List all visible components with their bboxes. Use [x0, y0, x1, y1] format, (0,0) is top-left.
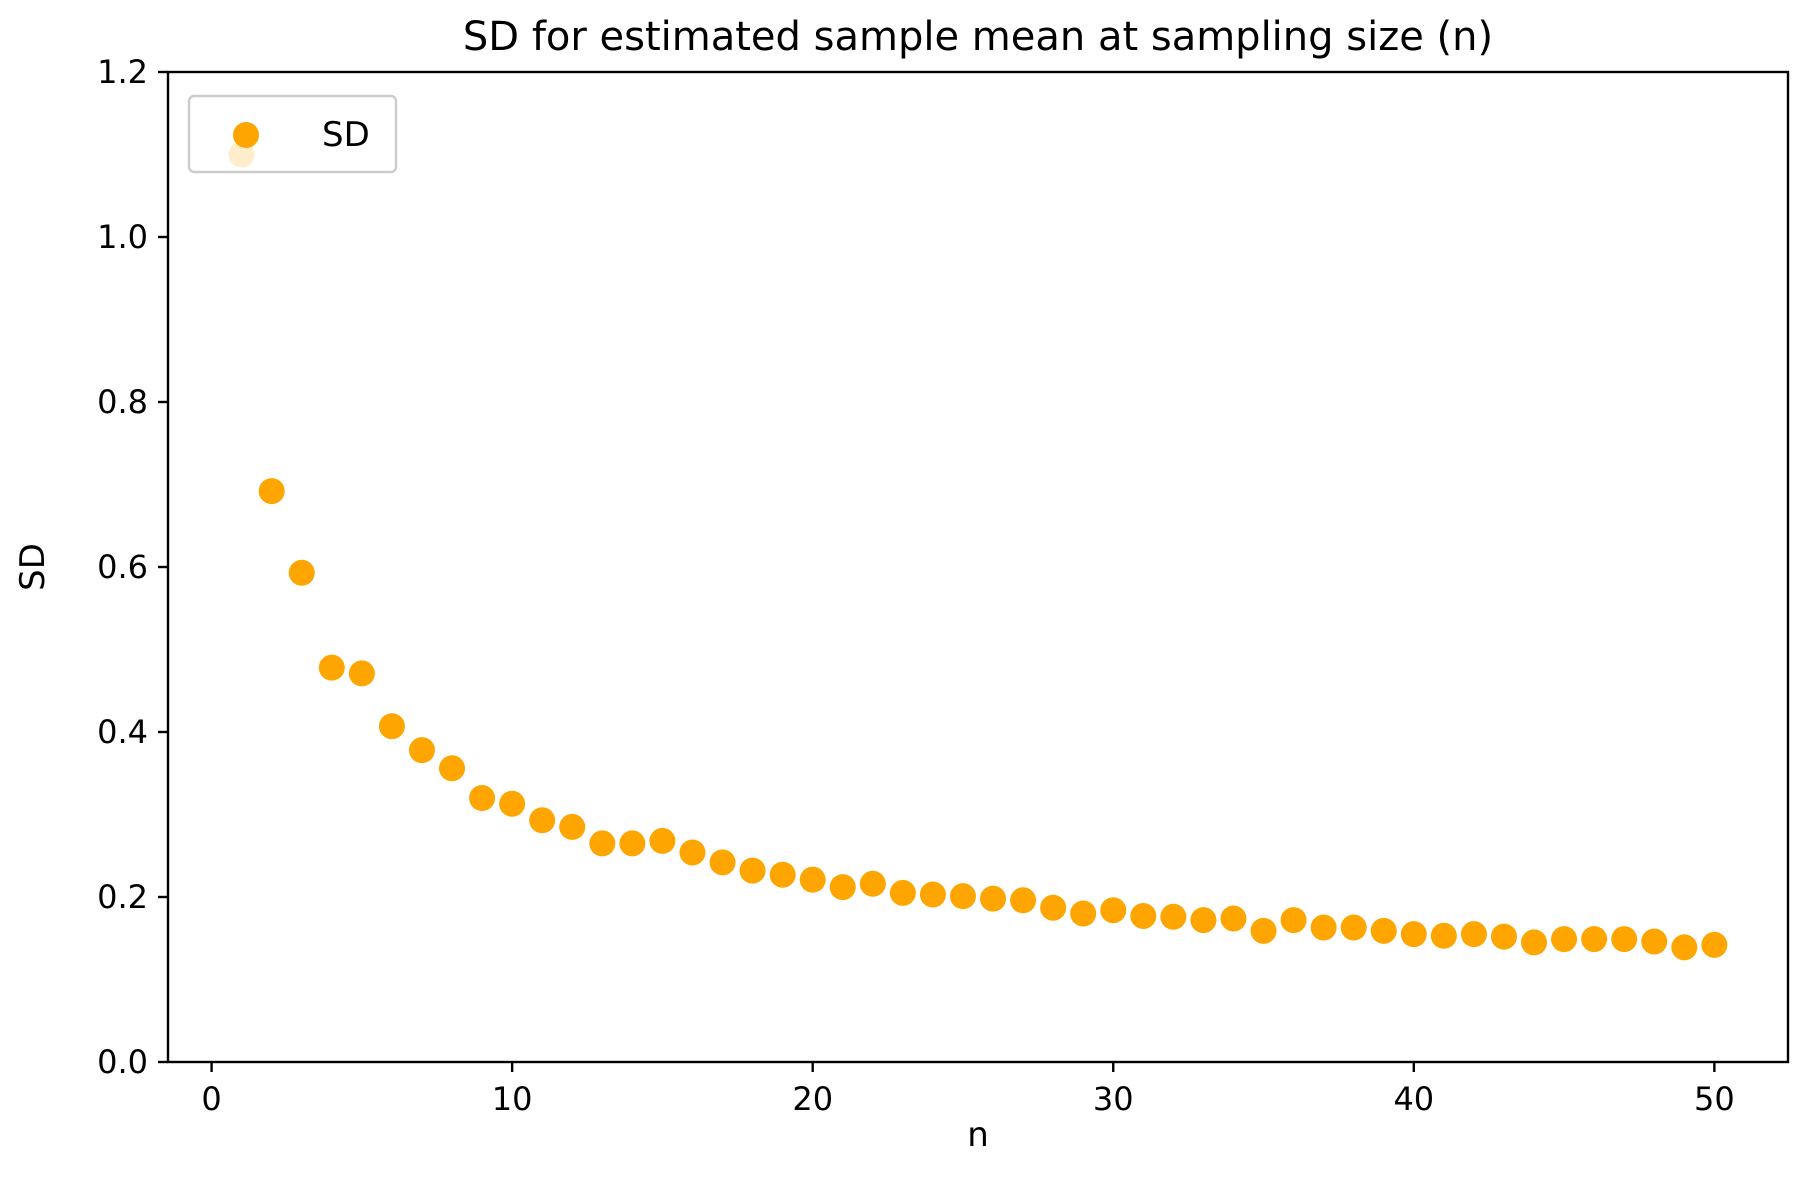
- legend-frame: [187, 94, 398, 174]
- y-tick-label-0.4: 0.4: [97, 713, 148, 751]
- data-point-13: [589, 830, 616, 857]
- data-point-2: [258, 478, 285, 505]
- data-point-44: [1521, 929, 1548, 956]
- data-point-18: [739, 857, 766, 884]
- data-point-12: [559, 813, 586, 840]
- data-point-35: [1250, 917, 1277, 944]
- data-point-40: [1400, 921, 1427, 948]
- data-point-46: [1581, 926, 1608, 953]
- data-point-19: [769, 861, 796, 888]
- data-point-7: [408, 737, 435, 764]
- x-tick-label-0: 0: [201, 1080, 221, 1118]
- y-tick-label-0.0: 0.0: [97, 1043, 148, 1081]
- data-point-4: [318, 654, 345, 681]
- data-point-45: [1551, 926, 1578, 953]
- data-point-50: [1701, 931, 1728, 958]
- plot-frame: [166, 70, 1790, 1064]
- data-point-6: [378, 713, 405, 740]
- data-point-36: [1280, 907, 1307, 934]
- y-tick-label-0.6: 0.6: [97, 548, 148, 586]
- data-points: [228, 141, 1728, 961]
- data-point-16: [679, 839, 706, 866]
- data-point-33: [1190, 907, 1217, 934]
- data-point-34: [1220, 905, 1247, 932]
- x-tick-label-10: 10: [492, 1080, 533, 1118]
- legend-label: SD: [322, 115, 370, 155]
- data-point-41: [1430, 922, 1457, 949]
- x-tick-label-30: 30: [1093, 1080, 1134, 1118]
- x-tick-label-50: 50: [1694, 1080, 1735, 1118]
- data-point-39: [1370, 917, 1397, 944]
- data-point-24: [919, 881, 946, 908]
- legend: SD: [187, 94, 398, 174]
- data-point-3: [288, 559, 315, 586]
- legend-marker: [233, 122, 259, 148]
- data-point-11: [529, 807, 556, 834]
- y-axis-label: SD: [13, 543, 53, 591]
- data-point-25: [949, 883, 976, 910]
- data-point-20: [799, 866, 826, 893]
- data-point-37: [1310, 914, 1337, 941]
- data-point-28: [1040, 894, 1067, 921]
- chart-title: SD for estimated sample mean at sampling…: [463, 14, 1493, 60]
- data-point-47: [1611, 926, 1638, 953]
- data-point-31: [1130, 902, 1157, 929]
- data-point-5: [348, 660, 375, 687]
- y-tick-label-0.8: 0.8: [97, 383, 148, 421]
- data-point-48: [1641, 928, 1668, 955]
- data-point-17: [709, 849, 736, 876]
- data-point-29: [1070, 900, 1097, 927]
- x-tick-label-40: 40: [1393, 1080, 1434, 1118]
- data-point-14: [619, 830, 646, 857]
- data-point-32: [1160, 903, 1187, 930]
- y-axis: 0.0 0.2 0.4 0.6 0.8 1.0 1.2: [97, 53, 168, 1081]
- data-point-30: [1100, 897, 1127, 924]
- data-point-49: [1671, 934, 1698, 961]
- data-point-42: [1460, 921, 1487, 948]
- y-tick-label-1.0: 1.0: [97, 218, 148, 256]
- x-axis-label: n: [967, 1115, 989, 1155]
- data-point-21: [829, 874, 856, 901]
- data-point-8: [439, 755, 466, 782]
- y-tick-label-1.2: 1.2: [97, 53, 148, 91]
- x-axis: 0 10 20 30 40 50: [201, 1062, 1735, 1118]
- y-tick-label-0.2: 0.2: [97, 878, 148, 916]
- data-point-10: [499, 790, 526, 817]
- data-point-22: [859, 870, 886, 897]
- data-point-26: [980, 885, 1007, 912]
- data-point-9: [469, 785, 496, 811]
- data-point-23: [889, 879, 916, 906]
- data-point-27: [1010, 887, 1037, 914]
- data-point-15: [649, 827, 676, 854]
- x-tick-label-20: 20: [792, 1080, 833, 1118]
- data-point-38: [1340, 914, 1367, 941]
- data-point-43: [1490, 923, 1517, 950]
